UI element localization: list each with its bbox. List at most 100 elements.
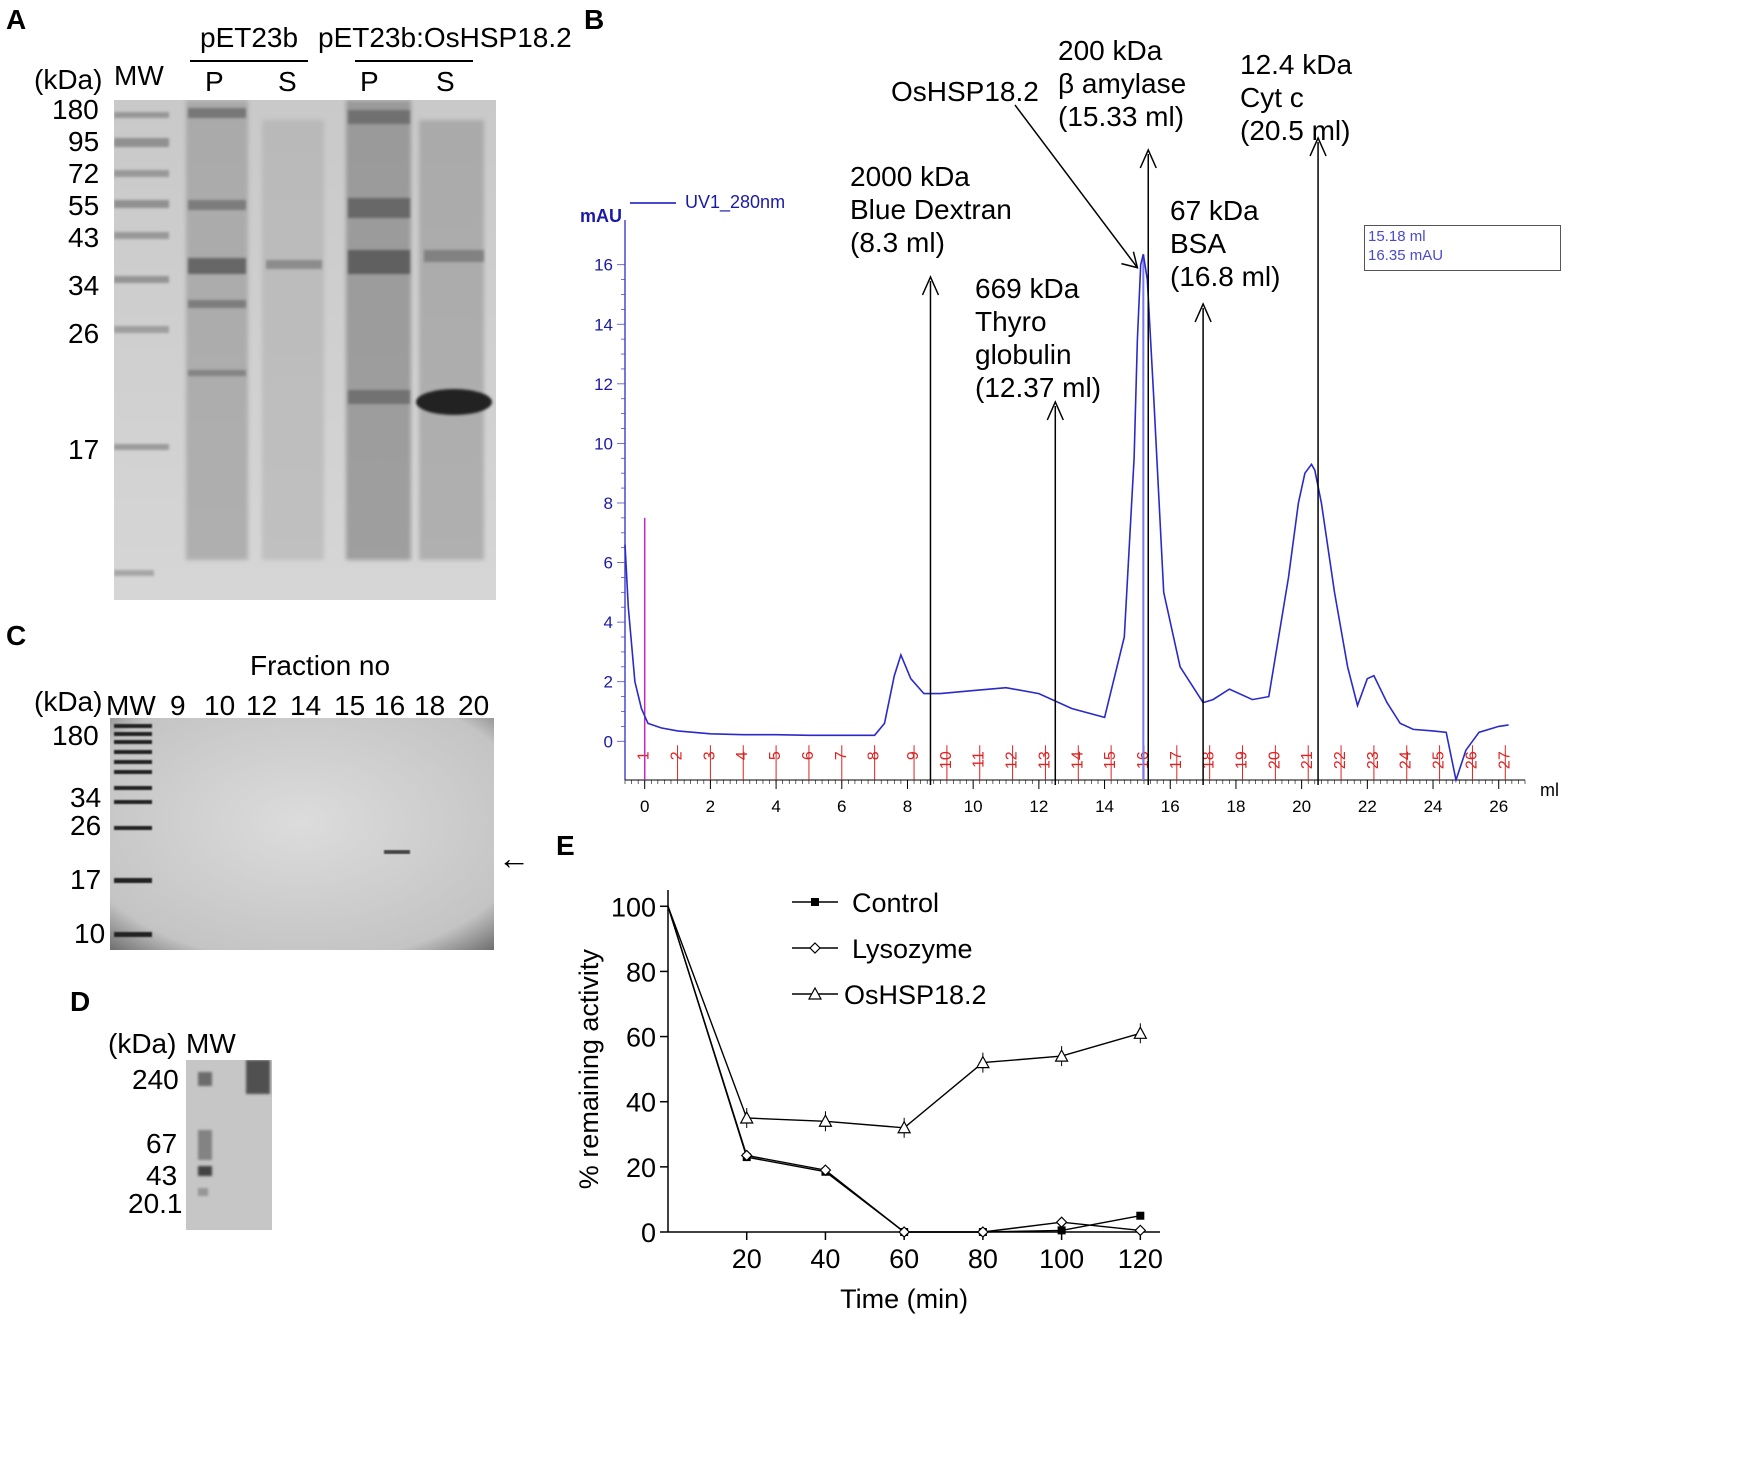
- fraction-marker-label: 24: [1398, 751, 1415, 769]
- readout-mau: 16.35 mAU: [1368, 247, 1444, 264]
- y-tick-label: 16: [594, 256, 613, 275]
- annotation-blue-dextran: 2000 kDa Blue Dextran (8.3 ml): [850, 161, 1012, 258]
- chromatogram-y-axis-label: mAU: [580, 206, 623, 226]
- x-axis-title: Time (min): [840, 1284, 968, 1314]
- annotation-bsa: 67 kDa BSA (16.8 ml): [1170, 195, 1281, 292]
- kda-label-c: (kDa): [34, 686, 103, 717]
- readout-box: 15.18 ml 16.35 mAU: [1364, 225, 1561, 271]
- y-tick-label: 80: [626, 957, 656, 987]
- header-pet23b-oshsp: pET23b:OsHSP18.2: [318, 22, 572, 53]
- legend-marker: [811, 898, 819, 906]
- fraction-marker-label: 4: [734, 751, 751, 760]
- mw-label-a: MW: [114, 60, 164, 91]
- x-tick-label: 18: [1226, 797, 1245, 816]
- fraction-marker-label: 23: [1365, 751, 1382, 769]
- band-arrow-icon: ←: [498, 840, 530, 876]
- panel-label-b: B: [584, 4, 605, 35]
- y-tick-label: 10: [594, 434, 613, 453]
- fraction-marker-label: 10: [938, 751, 955, 769]
- mw-label-c: MW: [106, 690, 156, 721]
- header-pet23b: pET23b: [200, 22, 299, 53]
- data-point: [1057, 1226, 1066, 1235]
- lane-label-3: P: [360, 66, 379, 97]
- legend-marker: [809, 942, 821, 954]
- data-point: [1055, 1216, 1068, 1229]
- marker-d-4: 20.1: [128, 1188, 183, 1219]
- fraction-marker-label: 15: [1102, 751, 1119, 769]
- legend-label: Control: [852, 888, 939, 918]
- legend-label: UV1_280nm: [685, 192, 786, 212]
- marker-c-4: 17: [70, 864, 102, 895]
- legend-line: [630, 202, 676, 204]
- y-tick-label: 2: [604, 673, 613, 692]
- y-tick-label: 12: [594, 375, 613, 394]
- x-tick-label: 12: [1029, 797, 1048, 816]
- x-tick-label: 100: [1039, 1244, 1084, 1274]
- standard-arrowhead: [1046, 400, 1064, 421]
- x-tick-label: 22: [1358, 797, 1377, 816]
- fraction-16: 16: [374, 690, 406, 721]
- y-tick-label: 4: [604, 613, 613, 632]
- panel-label-d: D: [70, 986, 91, 1017]
- data-point: [819, 1164, 832, 1176]
- data-point: [1054, 1048, 1069, 1062]
- oshsp-arrowhead: [1121, 251, 1139, 269]
- lane-label-4: S: [436, 66, 455, 97]
- fraction-20: 20: [458, 690, 490, 721]
- gel-image-d: [186, 1060, 272, 1230]
- y-tick-label: 40: [626, 1088, 656, 1118]
- marker-a-3: 72: [68, 158, 100, 189]
- fraction-18: 18: [414, 690, 446, 721]
- kda-label-d: (kDa): [108, 1028, 177, 1059]
- fraction-marker-label: 8: [866, 751, 883, 760]
- marker-c-5: 10: [74, 918, 106, 949]
- readout-ml: 15.18 ml: [1368, 228, 1426, 245]
- marker-d-1: 240: [132, 1064, 179, 1095]
- y-tick-label: 60: [626, 1023, 656, 1053]
- overexpressed-band: [416, 389, 492, 415]
- panel-label-a: A: [6, 4, 27, 35]
- fraction-marker-label: 17: [1168, 751, 1185, 769]
- data-point: [1136, 1211, 1145, 1220]
- chromatogram-chart: 0246810121416182022242602468101214161234…: [594, 104, 1526, 816]
- x-tick-label: 40: [810, 1244, 840, 1274]
- oshsp-arrow: [1014, 104, 1139, 269]
- fraction-title: Fraction no: [250, 650, 391, 681]
- fraction-marker-label: 7: [833, 751, 850, 760]
- standard-arrowhead: [1194, 302, 1212, 323]
- marker-c-3: 26: [70, 810, 102, 841]
- marker-a-4: 55: [68, 190, 100, 221]
- standard-arrowhead: [1139, 148, 1157, 169]
- legend-marker: [807, 986, 823, 1000]
- gel-image-c: [110, 718, 494, 950]
- fraction-marker-label: 9: [905, 751, 922, 760]
- fraction-marker-label: 18: [1201, 751, 1218, 769]
- fraction-15: 15: [334, 690, 366, 721]
- panel-label-c: C: [6, 620, 27, 651]
- marker-a-7: 26: [68, 318, 100, 349]
- marker-a-6: 34: [68, 270, 100, 301]
- fraction-9: 9: [170, 690, 186, 721]
- uv-trace: [624, 254, 1509, 784]
- x-tick-label: 20: [732, 1244, 762, 1274]
- marker-a-1: 180: [52, 94, 99, 125]
- marker-a-8: 17: [68, 434, 100, 465]
- marker-d-3: 43: [146, 1160, 178, 1191]
- y-tick-label: 8: [604, 494, 613, 513]
- fraction-marker-label: 11: [971, 751, 988, 768]
- fraction-marker-label: 6: [800, 751, 817, 760]
- fraction-12: 12: [246, 690, 278, 721]
- fraction-10: 10: [204, 690, 236, 721]
- data-point: [975, 1055, 990, 1069]
- x-tick-label: 2: [706, 797, 715, 816]
- marker-c-2: 34: [70, 782, 102, 813]
- x-tick-label: 0: [640, 797, 649, 816]
- x-tick-label: 8: [903, 797, 912, 816]
- x-tick-label: 120: [1118, 1244, 1163, 1274]
- x-tick-label: 20: [1292, 797, 1311, 816]
- legend-label: OsHSP18.2: [844, 980, 987, 1010]
- y-tick-label: 14: [594, 315, 613, 334]
- marker-a-5: 43: [68, 222, 100, 253]
- fraction-marker-label: 2: [669, 751, 686, 760]
- fraction-marker-label: 20: [1266, 751, 1283, 769]
